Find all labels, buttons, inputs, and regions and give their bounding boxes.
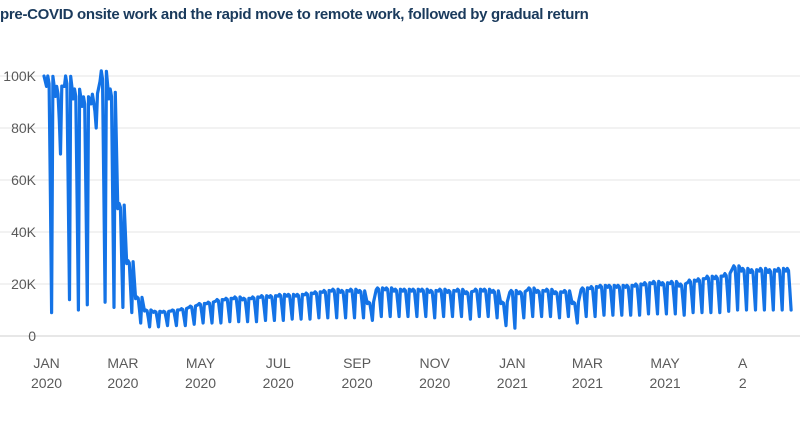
x-axis-ticks: JAN 2020 MAR 2020 MAY 2020 JUL 2020 SEP 2020 NOV 20… (31, 355, 748, 391)
x-tick-year: 2020 (185, 375, 216, 391)
series-line (42, 69, 793, 330)
x-tick-month: SEP (343, 355, 371, 371)
y-tick-label: 60K (11, 172, 37, 188)
x-tick-month: MAR (107, 355, 138, 371)
gridlines (0, 75, 800, 337)
chart-title: pre-COVID onsite work and the rapid move… (0, 6, 589, 23)
x-tick-year: 2021 (497, 375, 528, 391)
x-tick-month: NOV (420, 355, 451, 371)
y-axis-ticks: 0 20K 40K 60K 80K 100K (3, 68, 36, 344)
x-tick-year: 2021 (650, 375, 681, 391)
y-tick-label: 0 (28, 328, 36, 344)
series-layer (42, 69, 793, 330)
x-tick-year: 2020 (107, 375, 138, 391)
x-tick-month: MAY (186, 355, 216, 371)
x-tick-month: JAN (499, 355, 525, 371)
y-tick-label: 40K (11, 224, 37, 240)
x-tick-month: MAR (572, 355, 603, 371)
x-tick-month: A (738, 355, 748, 371)
x-tick-year: 2 (739, 375, 747, 391)
y-tick-label: 100K (3, 68, 36, 84)
x-tick-year: 2020 (419, 375, 450, 391)
y-tick-label: 20K (11, 276, 37, 292)
x-tick-year: 2020 (31, 375, 62, 391)
y-tick-label: 80K (11, 120, 37, 136)
x-tick-year: 2021 (572, 375, 603, 391)
x-tick-month: JAN (33, 355, 59, 371)
x-tick-year: 2020 (342, 375, 373, 391)
x-tick-year: 2020 (263, 375, 294, 391)
x-tick-month: JUL (266, 355, 291, 371)
x-tick-month: MAY (650, 355, 680, 371)
